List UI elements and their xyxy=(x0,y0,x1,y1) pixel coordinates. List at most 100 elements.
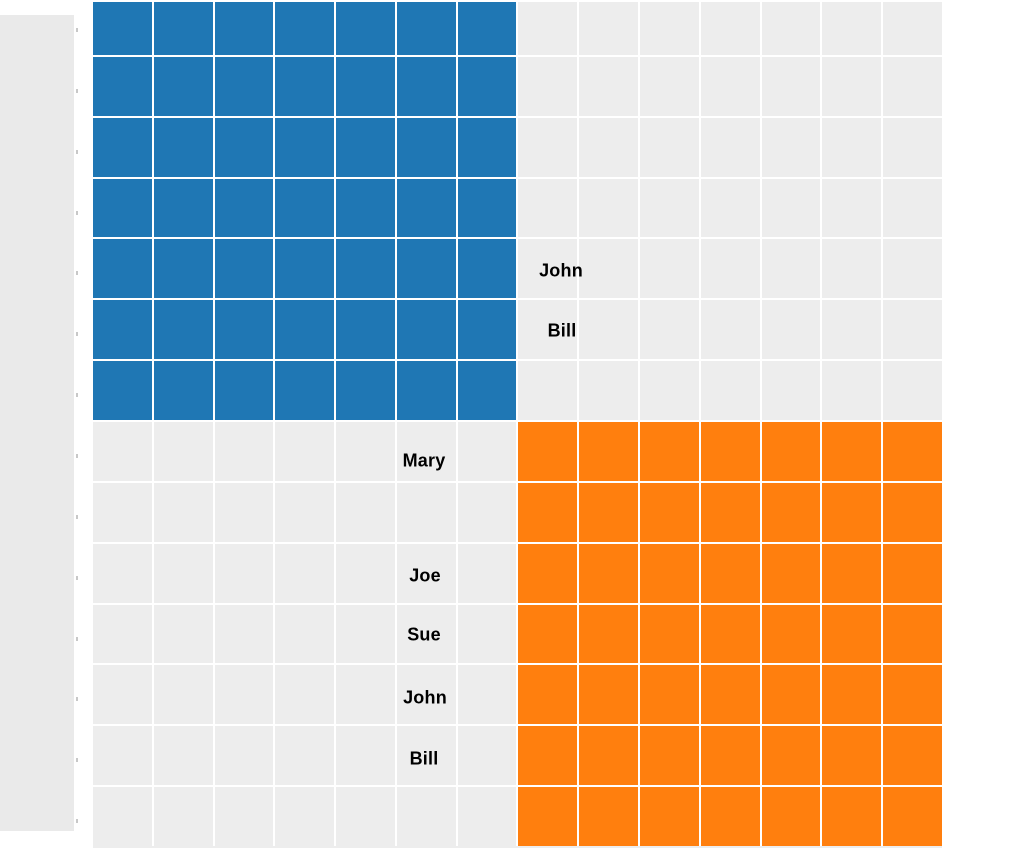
tile xyxy=(214,543,274,603)
tile xyxy=(214,361,274,420)
tile xyxy=(457,665,517,725)
tile xyxy=(822,787,882,846)
tile xyxy=(518,543,578,603)
tile xyxy=(883,239,942,299)
tile xyxy=(518,604,578,664)
tile xyxy=(518,422,578,481)
tile xyxy=(761,239,821,299)
tile xyxy=(214,239,274,299)
tile xyxy=(396,482,456,542)
tile xyxy=(822,56,882,116)
y-axis-tick-mark xyxy=(76,28,78,32)
tile xyxy=(396,0,456,55)
tile xyxy=(396,604,456,664)
tile xyxy=(153,300,213,360)
tile xyxy=(93,726,152,786)
tile xyxy=(883,604,942,664)
tile xyxy=(640,726,699,786)
tile xyxy=(640,239,699,299)
tile xyxy=(822,178,882,238)
tile xyxy=(518,787,578,846)
tile xyxy=(883,787,942,846)
tile xyxy=(822,482,882,542)
tile xyxy=(518,482,578,542)
tile xyxy=(153,482,213,542)
tile xyxy=(457,422,517,481)
tile xyxy=(336,787,395,846)
tile xyxy=(640,604,699,664)
tile xyxy=(275,178,335,238)
tile xyxy=(761,361,821,420)
tile xyxy=(396,361,456,420)
tile xyxy=(518,0,578,55)
tile xyxy=(275,0,335,55)
tile xyxy=(518,117,578,177)
tile xyxy=(761,56,821,116)
tile xyxy=(579,239,639,299)
tile xyxy=(883,726,942,786)
tile xyxy=(336,422,395,481)
tile xyxy=(822,239,882,299)
annotation-label: John xyxy=(539,260,583,281)
tile xyxy=(396,726,456,786)
tile xyxy=(457,178,517,238)
tile xyxy=(761,787,821,846)
annotation-label: Mary xyxy=(402,450,446,471)
tile xyxy=(336,178,395,238)
tile xyxy=(700,361,760,420)
y-axis-tick-mark xyxy=(76,271,78,276)
tile xyxy=(153,178,213,238)
tile xyxy=(275,482,335,542)
tile xyxy=(518,665,578,725)
tile xyxy=(153,604,213,664)
y-axis-tick-mark xyxy=(76,332,78,337)
tile xyxy=(275,543,335,603)
y-axis-tick-mark xyxy=(76,149,78,154)
tile xyxy=(214,178,274,238)
tile xyxy=(396,422,456,481)
tile xyxy=(579,482,639,542)
tile xyxy=(579,543,639,603)
tile xyxy=(457,604,517,664)
tile xyxy=(93,0,152,55)
tile xyxy=(883,543,942,603)
tile xyxy=(214,422,274,481)
tile xyxy=(579,56,639,116)
tile xyxy=(579,361,639,420)
tile xyxy=(822,0,882,55)
tile xyxy=(153,665,213,725)
tile xyxy=(700,239,760,299)
tile xyxy=(579,726,639,786)
tile-grid xyxy=(93,0,942,846)
tile xyxy=(93,239,152,299)
tile xyxy=(579,0,639,55)
tile xyxy=(275,665,335,725)
tile xyxy=(822,665,882,725)
y-axis-tick-mark xyxy=(76,636,78,641)
tile xyxy=(883,482,942,542)
tile xyxy=(579,422,639,481)
tile xyxy=(579,117,639,177)
tile xyxy=(275,726,335,786)
tile xyxy=(883,422,942,481)
tile xyxy=(883,361,942,420)
tile xyxy=(214,604,274,664)
tile xyxy=(883,0,942,55)
tile xyxy=(822,117,882,177)
tile xyxy=(214,56,274,116)
y-axis-tick-mark xyxy=(76,575,78,580)
annotation-layer: John Bill Mary Joe Sue John Bill xyxy=(93,0,942,848)
y-axis-tick-mark xyxy=(76,453,78,458)
tile xyxy=(640,543,699,603)
tile xyxy=(761,482,821,542)
tile xyxy=(93,665,152,725)
tile xyxy=(396,300,456,360)
tile xyxy=(275,787,335,846)
tile xyxy=(396,239,456,299)
tile xyxy=(761,178,821,238)
tile xyxy=(336,239,395,299)
tile xyxy=(275,604,335,664)
tile xyxy=(336,117,395,177)
tile xyxy=(457,56,517,116)
tile xyxy=(822,422,882,481)
